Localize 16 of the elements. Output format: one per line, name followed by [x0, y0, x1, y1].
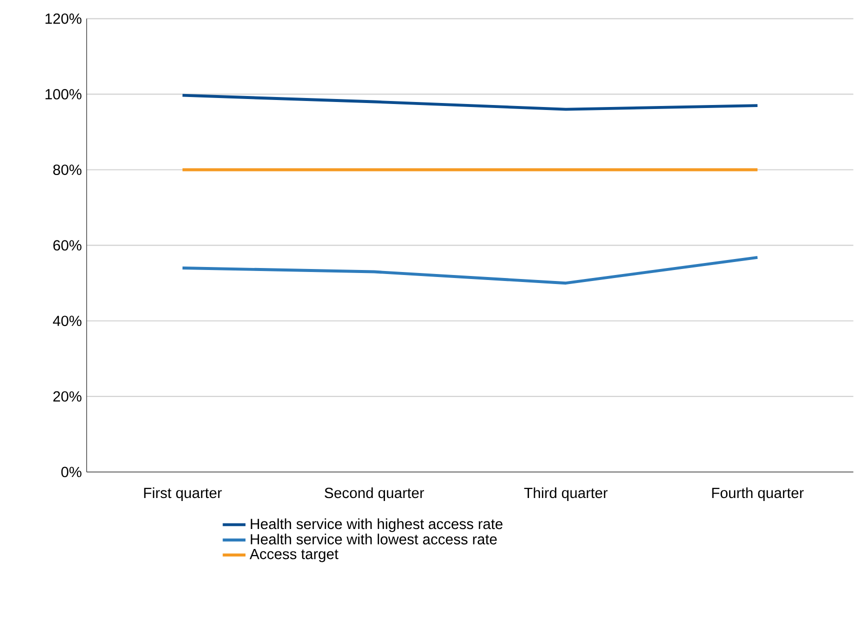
y-tick-label: 20%: [53, 391, 82, 402]
line-series: [181, 256, 759, 285]
y-tick-label: 60%: [53, 240, 82, 251]
x-tick-label: Second quarter: [324, 487, 424, 502]
x-tick-label: Fourth quarter: [712, 487, 804, 502]
line-series: [181, 94, 759, 111]
y-tick-label: 40%: [52, 316, 82, 326]
y-tick-label: 120%: [46, 13, 82, 24]
y-tick-label: 0%: [61, 466, 82, 478]
legend-label: Access target: [250, 548, 338, 562]
y-tick-label: 80%: [53, 164, 82, 175]
legend-label: Health service with highest access rate: [250, 518, 502, 532]
x-tick-label: Third quarter: [524, 487, 608, 502]
legend-label: Health service with lowest access rate: [250, 534, 497, 544]
y-tick-label: 100%: [46, 89, 82, 100]
x-tick-label: First quarter: [144, 487, 222, 502]
